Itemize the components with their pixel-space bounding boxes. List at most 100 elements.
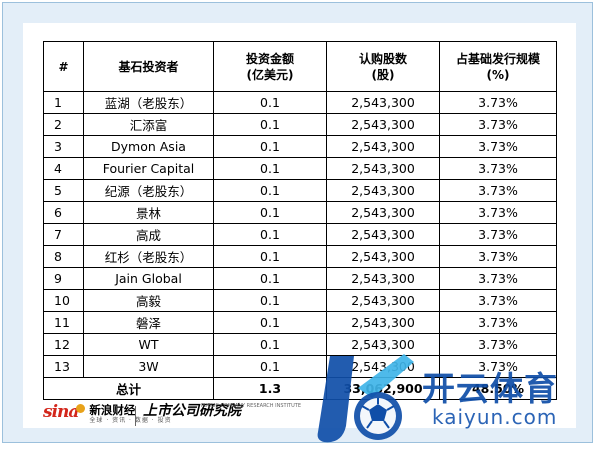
table-row: 11 磐泽 0.1 2,543,300 3.73%	[43, 311, 557, 334]
table-cell: 3.73%	[439, 223, 557, 246]
header-cell: 占基础发行规模 (%)	[439, 41, 557, 92]
table-row: 10 高毅 0.1 2,543,300 3.73%	[43, 289, 557, 312]
institute-name: 上市公司研究院	[143, 403, 241, 419]
row-index: 3	[43, 135, 84, 158]
table-row: 13 3W 0.1 2,543,300 3.73%	[43, 355, 557, 378]
table-cell: 0.1	[213, 201, 327, 224]
table-cell: Dymon Asia	[83, 135, 214, 158]
row-index: 2	[43, 113, 84, 136]
table-row: 6 景林 0.1 2,543,300 3.73%	[43, 201, 557, 224]
table-cell: 0.1	[213, 355, 327, 378]
table-cell: 0.1	[213, 91, 327, 114]
table-cell: 0.1	[213, 223, 327, 246]
table-cell: 蓝湖（老股东）	[83, 91, 214, 114]
table-row: 8 红杉（老股东） 0.1 2,543,300 3.73%	[43, 245, 557, 268]
table-cell: 0.1	[213, 113, 327, 136]
table-cell: 2,543,300	[326, 201, 440, 224]
table-cell: 2,543,300	[326, 311, 440, 334]
sina-subtitle: 全球 · 资讯 · 数据 · 投资	[89, 417, 172, 424]
table-row: 4 Fourier Capital 0.1 2,543,300 3.73%	[43, 157, 557, 180]
table-cell: 0.1	[213, 157, 327, 180]
table-cell: 纪源（老股东）	[83, 179, 214, 202]
table-cell: 0.1	[213, 245, 327, 268]
table-cell: 2,543,300	[326, 113, 440, 136]
table-cell: 2,543,300	[326, 157, 440, 180]
row-index: 4	[43, 157, 84, 180]
table-cell: 景林	[83, 201, 214, 224]
sina-name: 新浪财经	[89, 403, 136, 417]
row-index: 11	[43, 311, 84, 334]
row-index: 5	[43, 179, 84, 202]
table-cell: Fourier Capital	[83, 157, 214, 180]
table-cell: 3W	[83, 355, 214, 378]
table-cell: 2,543,300	[326, 223, 440, 246]
table-row: 2 汇添富 0.1 2,543,300 3.73%	[43, 113, 557, 136]
table-cell: 3.73%	[439, 157, 557, 180]
table-cell: 2,543,300	[326, 245, 440, 268]
row-index: 10	[43, 289, 84, 312]
table-row: 7 高成 0.1 2,543,300 3.73%	[43, 223, 557, 246]
table-cell: 3.73%	[439, 113, 557, 136]
table-cell: 3.73%	[439, 333, 557, 356]
table-cell: 高毅	[83, 289, 214, 312]
table-cell: 3.73%	[439, 289, 557, 312]
table-cell: 红杉（老股东）	[83, 245, 214, 268]
table-cell: 高成	[83, 223, 214, 246]
total-label: 总计	[43, 377, 214, 400]
table-cell: 0.1	[213, 311, 327, 334]
table-cell: 3.73%	[439, 201, 557, 224]
row-index: 9	[43, 267, 84, 290]
table-row: 3 Dymon Asia 0.1 2,543,300 3.73%	[43, 135, 557, 158]
row-index: 12	[43, 333, 84, 356]
sina-eye-icon	[76, 404, 86, 413]
investor-table: # 基石投资者 投资金额 (亿美元) 认购股数 (股) 占基础发行规模 (%) 1 蓝湖（老股东…	[43, 41, 557, 400]
table-cell: 3.73%	[439, 135, 557, 158]
frame: # 基石投资者 投资金额 (亿美元) 认购股数 (股) 占基础发行规模 (%) 1 蓝湖（老股东…	[2, 2, 593, 443]
total-pct: 48.50%	[439, 377, 557, 400]
table-cell: 2,543,300	[326, 179, 440, 202]
sina-finance-logo: sina 新浪财经 全球 · 资讯 · 数据 · 投资	[43, 403, 172, 425]
total-row: 总计 1.3 33,062,900 48.50%	[43, 377, 557, 400]
table-cell: 磐泽	[83, 311, 214, 334]
table-cell: 2,543,300	[326, 355, 440, 378]
table-cell: 3.73%	[439, 355, 557, 378]
table-cell: 0.1	[213, 267, 327, 290]
header-cell: 投资金额 (亿美元)	[213, 41, 327, 92]
table-cell: 2,543,300	[326, 289, 440, 312]
table-row: 5 纪源（老股东） 0.1 2,543,300 3.73%	[43, 179, 557, 202]
row-index: 8	[43, 245, 84, 268]
table-cell: 0.1	[213, 179, 327, 202]
table-cell: 2,543,300	[326, 267, 440, 290]
institute-logo: 上市公司研究院 PUBLIC COMPANY RESEARCH INSTITUT…	[143, 403, 301, 419]
row-index: 6	[43, 201, 84, 224]
table-row: 12 WT 0.1 2,543,300 3.73%	[43, 333, 557, 356]
table-cell: WT	[83, 333, 214, 356]
row-index: 1	[43, 91, 84, 114]
table-cell: 3.73%	[439, 91, 557, 114]
table-cell: 2,543,300	[326, 333, 440, 356]
table-cell: 2,543,300	[326, 135, 440, 158]
table-cell: 3.73%	[439, 311, 557, 334]
header-cell: #	[43, 41, 84, 92]
sina-mark: sina	[43, 402, 79, 422]
table-row: 1 蓝湖（老股东） 0.1 2,543,300 3.73%	[43, 91, 557, 114]
header-row: # 基石投资者 投资金额 (亿美元) 认购股数 (股) 占基础发行规模 (%)	[43, 41, 557, 92]
row-index: 13	[43, 355, 84, 378]
total-amount: 1.3	[213, 377, 327, 400]
table-cell: 2,543,300	[326, 91, 440, 114]
table-cell: 0.1	[213, 135, 327, 158]
table-cell: 0.1	[213, 333, 327, 356]
footer-divider	[135, 406, 136, 426]
table-cell: 3.73%	[439, 179, 557, 202]
institute-subtitle: PUBLIC COMPANY RESEARCH INSTITUTE	[201, 403, 301, 409]
table-row: 9 Jain Global 0.1 2,543,300 3.73%	[43, 267, 557, 290]
table-cell: 3.73%	[439, 245, 557, 268]
header-cell: 认购股数 (股)	[326, 41, 440, 92]
table-cell: 0.1	[213, 289, 327, 312]
table-cell: Jain Global	[83, 267, 214, 290]
table-cell: 3.73%	[439, 267, 557, 290]
row-index: 7	[43, 223, 84, 246]
total-shares: 33,062,900	[326, 377, 440, 400]
table-panel: # 基石投资者 投资金额 (亿美元) 认购股数 (股) 占基础发行规模 (%) 1 蓝湖（老股东…	[23, 23, 576, 428]
table-cell: 汇添富	[83, 113, 214, 136]
